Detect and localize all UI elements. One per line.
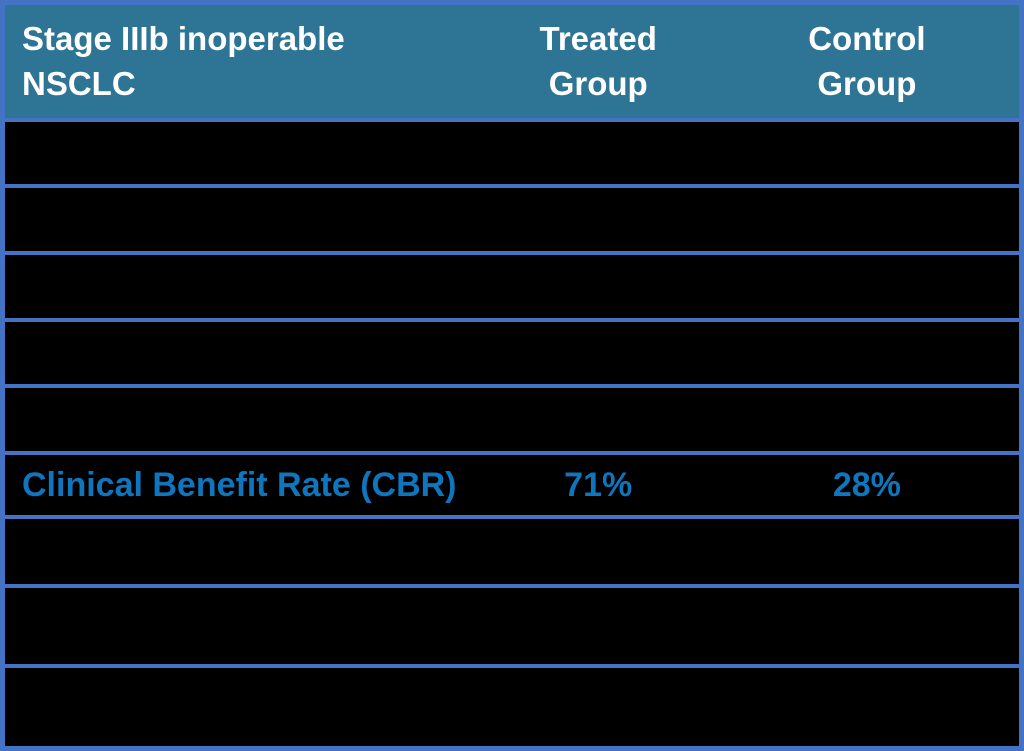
row-label <box>5 668 461 746</box>
row-label <box>5 588 461 664</box>
table-row <box>5 384 1019 451</box>
row-treated-value <box>461 519 735 584</box>
row-label <box>5 255 461 318</box>
row-label <box>5 519 461 584</box>
row-treated-value <box>461 188 735 251</box>
row-treated-value <box>461 255 735 318</box>
table-row-clinical-benefit-rate: Clinical Benefit Rate (CBR) 71% 28% <box>5 451 1019 515</box>
row-control-value <box>735 188 999 251</box>
row-label <box>5 188 461 251</box>
row-treated-value <box>461 122 735 184</box>
row-control-value <box>735 668 999 746</box>
row-control-value <box>735 388 999 451</box>
row-label <box>5 322 461 384</box>
header-stage-title: Stage IIIb inoperable NSCLC <box>22 19 345 102</box>
row-treated-value <box>461 668 735 746</box>
table-row <box>5 584 1019 664</box>
row-label <box>5 122 461 184</box>
cbr-treated-value: 71% <box>564 465 633 504</box>
table-header-row: Stage IIIb inoperable NSCLC Treated Grou… <box>5 5 1019 118</box>
table-row <box>5 118 1019 184</box>
row-treated-value <box>461 388 735 451</box>
row-control-value <box>735 255 999 318</box>
table-row <box>5 318 1019 384</box>
cbr-label: Clinical Benefit Rate (CBR) <box>22 465 457 504</box>
row-control-value <box>735 519 999 584</box>
row-treated-value <box>461 322 735 384</box>
header-treated-group: Treated Group <box>539 19 657 102</box>
row-control-value <box>735 322 999 384</box>
cbr-control-value: 28% <box>832 465 901 504</box>
row-label <box>5 388 461 451</box>
header-control-group: Control Group <box>808 19 926 102</box>
row-treated-value <box>461 588 735 664</box>
table-row <box>5 184 1019 251</box>
table-row <box>5 515 1019 584</box>
table-row <box>5 664 1019 746</box>
row-control-value <box>735 588 999 664</box>
row-control-value <box>735 122 999 184</box>
table-row <box>5 251 1019 318</box>
